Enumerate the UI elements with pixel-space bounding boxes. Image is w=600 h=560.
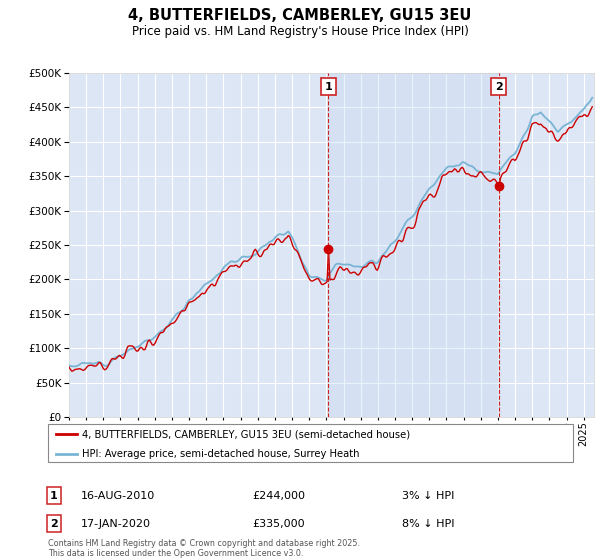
Text: 8% ↓ HPI: 8% ↓ HPI: [402, 519, 455, 529]
Text: 1: 1: [325, 82, 332, 92]
Text: 4, BUTTERFIELDS, CAMBERLEY, GU15 3EU (semi-detached house): 4, BUTTERFIELDS, CAMBERLEY, GU15 3EU (se…: [82, 429, 410, 439]
Text: 17-JAN-2020: 17-JAN-2020: [81, 519, 151, 529]
Text: 3% ↓ HPI: 3% ↓ HPI: [402, 491, 454, 501]
Text: 2: 2: [50, 519, 58, 529]
Text: 1: 1: [50, 491, 58, 501]
Text: Contains HM Land Registry data © Crown copyright and database right 2025.
This d: Contains HM Land Registry data © Crown c…: [48, 539, 360, 558]
Text: £335,000: £335,000: [252, 519, 305, 529]
Text: 16-AUG-2010: 16-AUG-2010: [81, 491, 155, 501]
Text: Price paid vs. HM Land Registry's House Price Index (HPI): Price paid vs. HM Land Registry's House …: [131, 25, 469, 38]
FancyBboxPatch shape: [48, 424, 573, 462]
Text: 2: 2: [495, 82, 502, 92]
Text: 4, BUTTERFIELDS, CAMBERLEY, GU15 3EU: 4, BUTTERFIELDS, CAMBERLEY, GU15 3EU: [128, 8, 472, 24]
Text: £244,000: £244,000: [252, 491, 305, 501]
Bar: [328, 73, 499, 417]
Text: HPI: Average price, semi-detached house, Surrey Heath: HPI: Average price, semi-detached house,…: [82, 449, 359, 459]
